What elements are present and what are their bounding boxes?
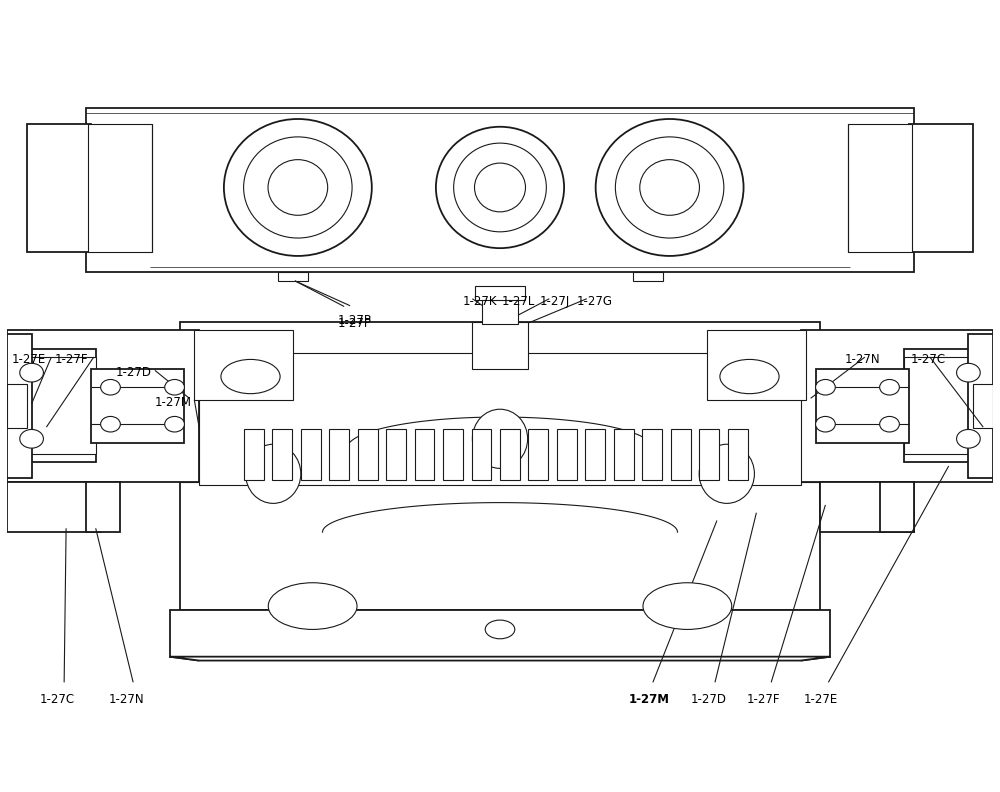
Ellipse shape	[475, 163, 525, 212]
Bar	[7, 333, 32, 478]
Text: 1-27E: 1-27E	[12, 353, 46, 366]
Ellipse shape	[699, 444, 754, 504]
Bar	[500, 429, 520, 480]
Bar	[557, 429, 577, 480]
Bar	[880, 482, 914, 532]
Text: 1-27M: 1-27M	[155, 396, 192, 409]
Text: 1-27K: 1-27K	[463, 295, 497, 308]
Ellipse shape	[957, 429, 980, 448]
Text: 1-27G: 1-27G	[577, 295, 613, 308]
Ellipse shape	[246, 444, 301, 504]
Ellipse shape	[244, 137, 352, 238]
Ellipse shape	[454, 143, 546, 232]
Ellipse shape	[957, 364, 980, 382]
Ellipse shape	[101, 379, 120, 395]
Bar	[194, 329, 293, 400]
Text: 1-27C: 1-27C	[910, 353, 945, 366]
Bar	[585, 429, 605, 480]
Text: 1-27F: 1-27F	[54, 353, 88, 366]
Ellipse shape	[221, 360, 280, 394]
Ellipse shape	[615, 137, 724, 238]
Bar	[329, 429, 349, 480]
Bar	[415, 429, 434, 480]
Bar	[633, 272, 663, 281]
Ellipse shape	[643, 583, 732, 630]
Bar	[728, 429, 748, 480]
Ellipse shape	[472, 409, 528, 468]
Ellipse shape	[268, 160, 328, 215]
Text: 1-27L: 1-27L	[502, 295, 535, 308]
Text: 1-27J: 1-27J	[539, 295, 570, 308]
Ellipse shape	[165, 379, 184, 395]
Bar	[88, 124, 152, 252]
Polygon shape	[170, 657, 830, 661]
Bar	[614, 429, 634, 480]
Bar	[904, 349, 993, 463]
Text: 1-27N: 1-27N	[109, 693, 144, 706]
Ellipse shape	[20, 429, 43, 448]
Bar	[528, 429, 548, 480]
Bar	[973, 383, 993, 428]
Text: 1-27E: 1-27E	[804, 693, 838, 706]
Bar	[91, 369, 184, 443]
Bar	[86, 482, 120, 532]
Bar	[482, 299, 518, 324]
Text: 1-27P: 1-27P	[337, 317, 371, 329]
Bar	[443, 429, 463, 480]
Bar	[801, 329, 993, 482]
Bar	[472, 322, 528, 369]
Ellipse shape	[596, 119, 744, 256]
Bar	[7, 383, 27, 428]
Bar	[904, 357, 983, 455]
Bar	[244, 429, 264, 480]
Ellipse shape	[224, 119, 372, 256]
Ellipse shape	[816, 379, 835, 395]
Bar	[472, 429, 491, 480]
Bar	[86, 108, 914, 272]
Bar	[820, 482, 914, 532]
Ellipse shape	[640, 160, 699, 215]
Bar	[278, 272, 308, 281]
Ellipse shape	[880, 379, 899, 395]
Bar	[27, 124, 91, 252]
Bar	[848, 124, 912, 252]
Bar	[272, 429, 292, 480]
Ellipse shape	[20, 364, 43, 382]
Ellipse shape	[720, 360, 779, 394]
Text: 1-27P: 1-27P	[337, 314, 371, 327]
Bar	[707, 329, 806, 400]
Text: 1-27N: 1-27N	[845, 353, 881, 366]
Ellipse shape	[101, 417, 120, 432]
Ellipse shape	[436, 127, 564, 248]
Text: 1-27D: 1-27D	[115, 367, 151, 379]
Bar	[358, 429, 378, 480]
Text: 1-27F: 1-27F	[747, 693, 780, 706]
Text: 1-27M: 1-27M	[628, 693, 669, 706]
Bar	[699, 429, 719, 480]
Bar	[7, 482, 101, 532]
Bar	[7, 329, 199, 482]
Ellipse shape	[165, 417, 184, 432]
Ellipse shape	[880, 417, 899, 432]
Ellipse shape	[816, 417, 835, 432]
Bar	[17, 357, 96, 455]
Bar	[475, 286, 525, 300]
Bar	[301, 429, 321, 480]
Bar	[671, 429, 691, 480]
Text: 1-27C: 1-27C	[39, 693, 75, 706]
Bar	[816, 369, 909, 443]
Bar	[199, 353, 801, 485]
Bar	[7, 349, 96, 463]
Text: 1-27D: 1-27D	[690, 693, 726, 706]
Bar	[642, 429, 662, 480]
Bar	[968, 333, 993, 478]
Polygon shape	[170, 610, 830, 657]
Bar	[386, 429, 406, 480]
Bar	[909, 124, 973, 252]
Bar	[180, 322, 820, 610]
Ellipse shape	[485, 620, 515, 639]
Ellipse shape	[268, 583, 357, 630]
